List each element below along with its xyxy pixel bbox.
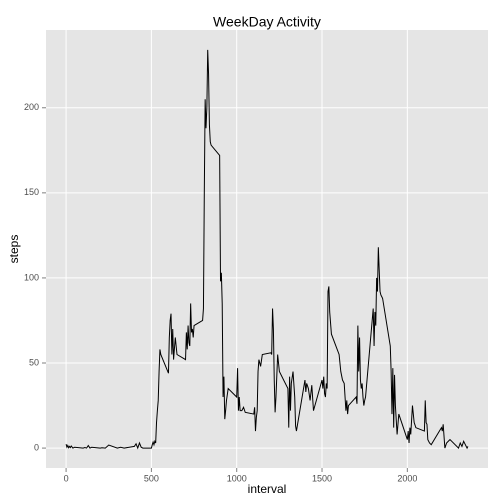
- x-tick-label: 500: [144, 473, 159, 483]
- y-tick-label: 150: [24, 187, 39, 197]
- y-tick-label: 200: [24, 102, 39, 112]
- x-tick-label: 2000: [397, 473, 417, 483]
- y-tick-label: 100: [24, 272, 39, 282]
- y-tick-label: 0: [34, 442, 39, 452]
- x-tick-label: 1000: [227, 473, 247, 483]
- x-axis-label: interval: [248, 482, 287, 496]
- x-tick-label: 1500: [312, 473, 332, 483]
- chart-title: WeekDay Activity: [213, 14, 321, 30]
- y-tick-label: 50: [29, 357, 39, 367]
- y-axis-label: steps: [7, 235, 21, 264]
- data-line: [65, 49, 469, 450]
- panel: [46, 30, 488, 468]
- x-tick-label: 0: [64, 473, 69, 483]
